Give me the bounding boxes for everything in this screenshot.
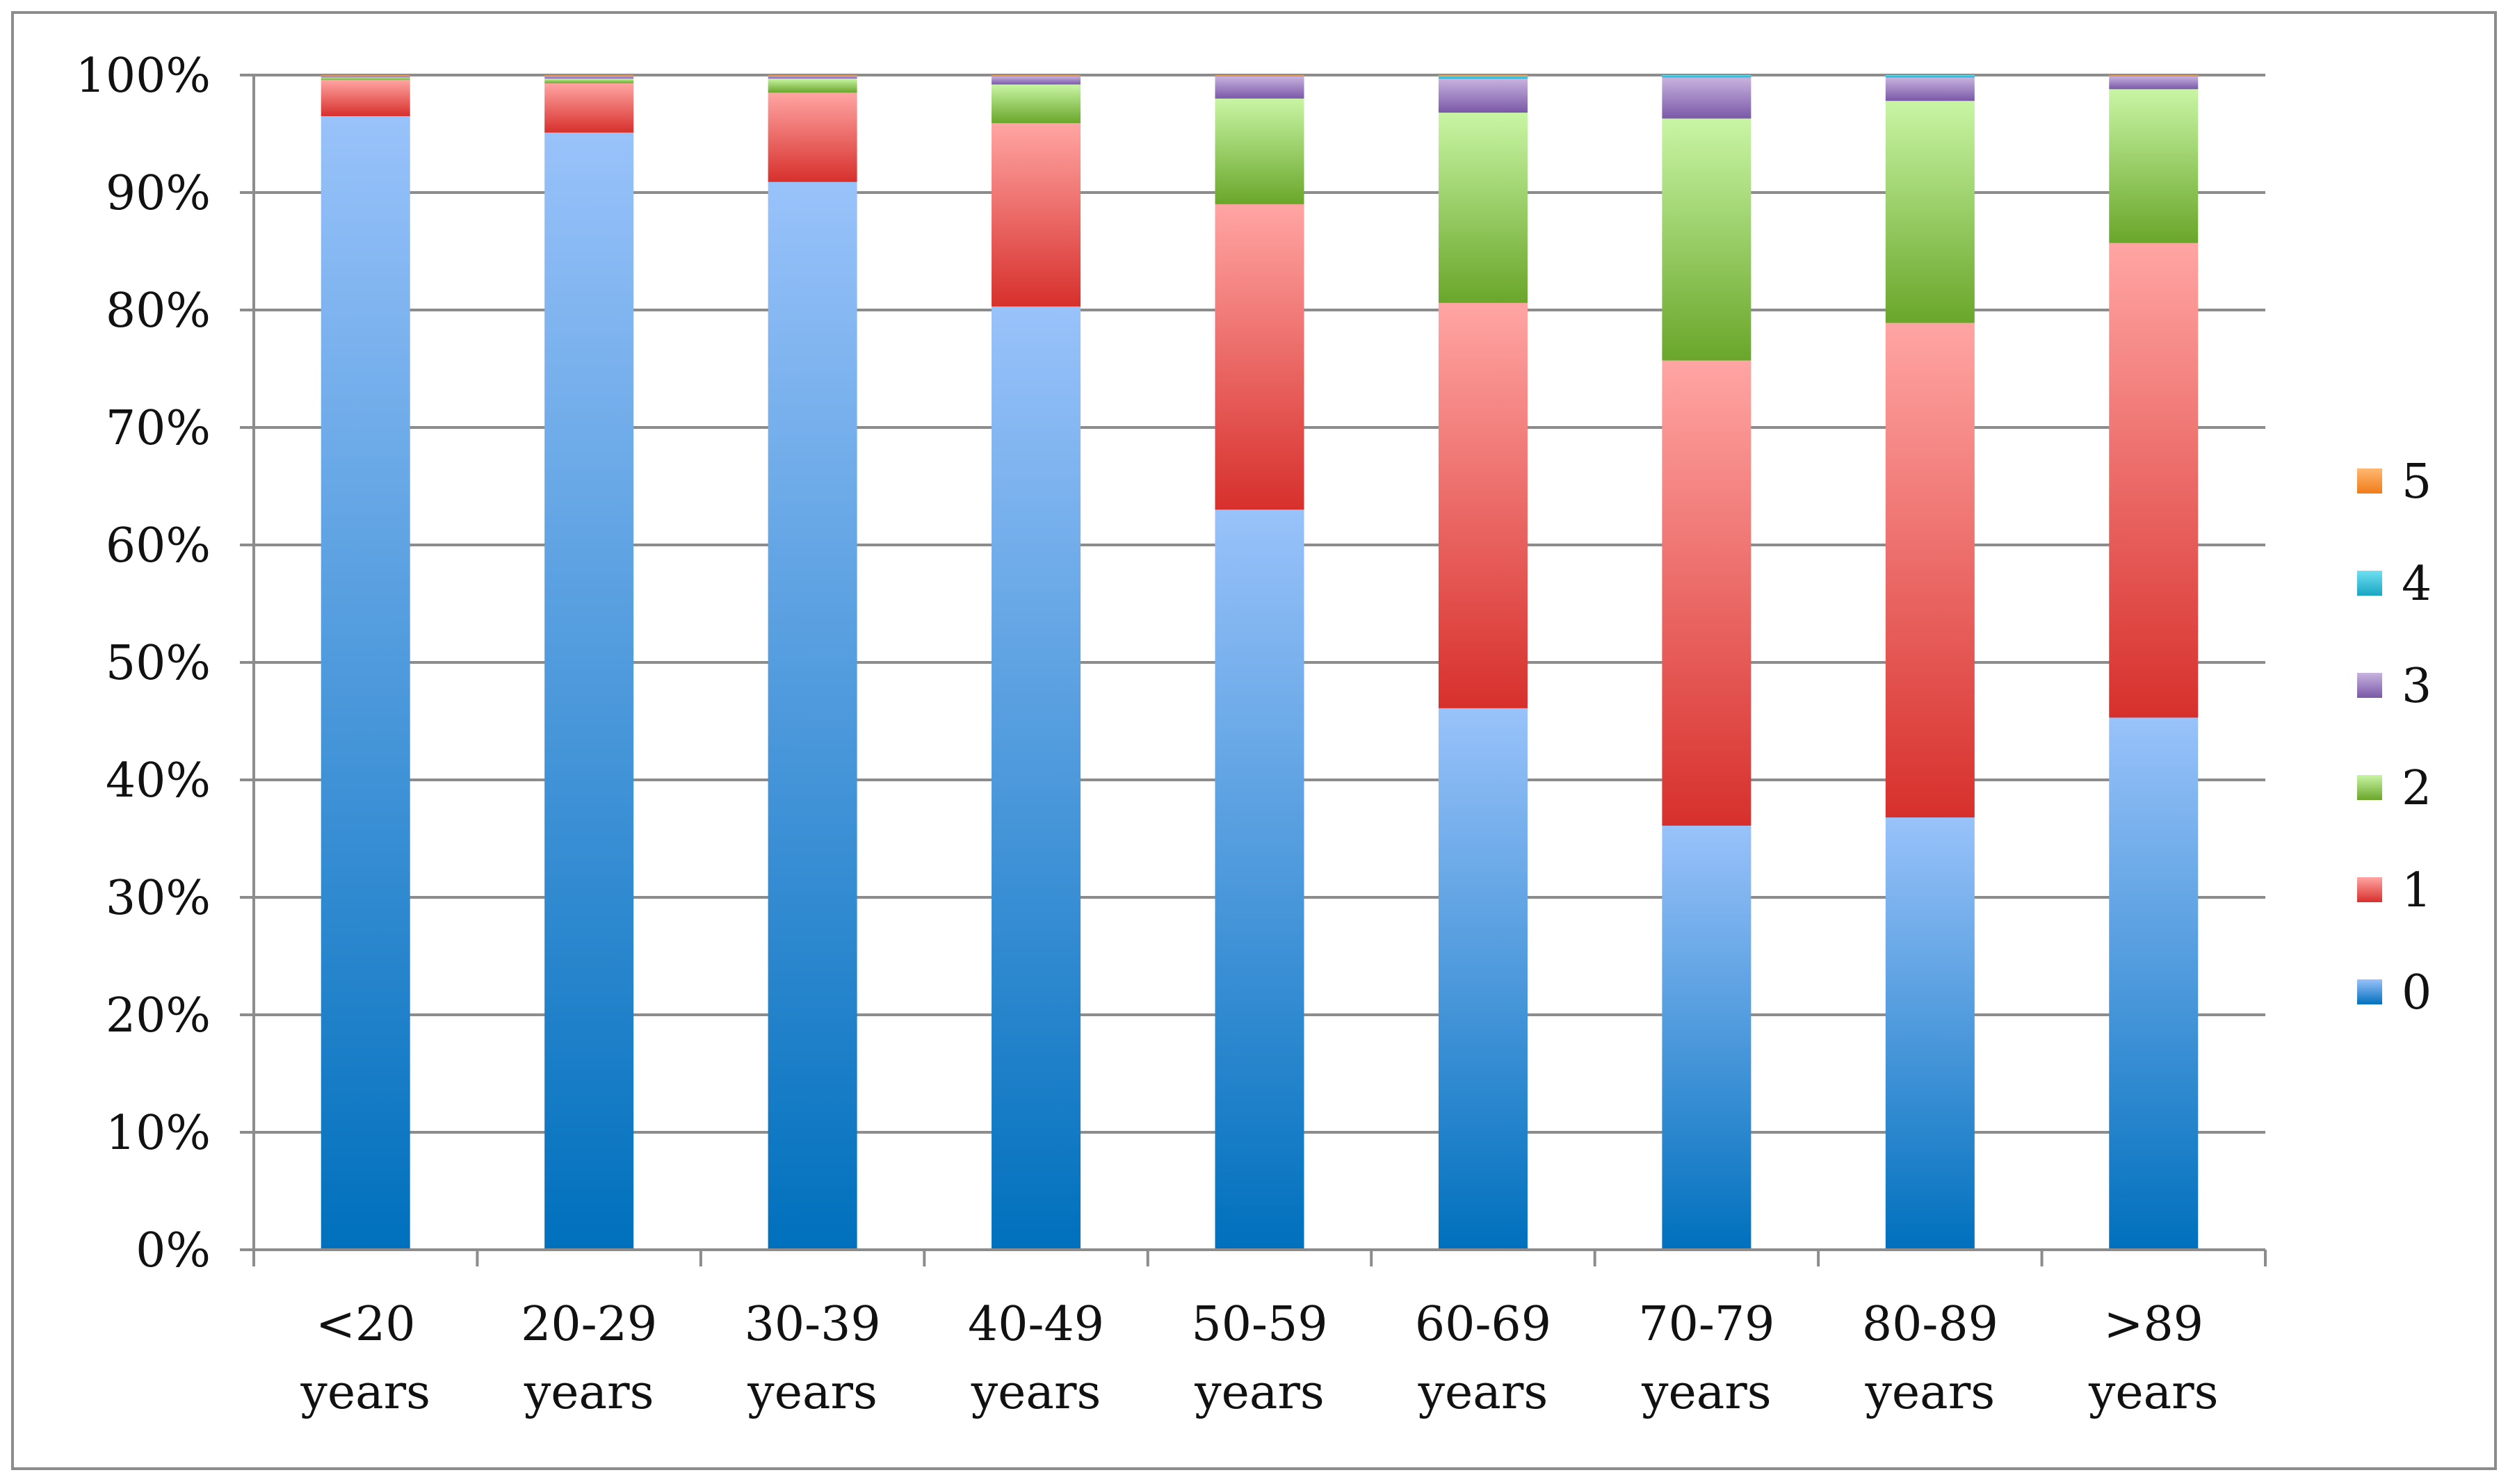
x-tick-label: 50-59 years xyxy=(1191,1297,1327,1420)
x-tick-label: 40-49 years xyxy=(968,1297,1104,1420)
y-tick-label: 0% xyxy=(136,1223,211,1278)
bar-segment-2 xyxy=(992,84,1081,124)
bar-segment-3 xyxy=(1438,79,1528,113)
x-tick-label: >89 years xyxy=(2088,1297,2219,1420)
bar-segment-2 xyxy=(321,77,410,80)
bar-segment-0 xyxy=(321,116,410,1250)
bar-segment-1 xyxy=(1215,204,1304,510)
y-tick-label: 10% xyxy=(106,1106,211,1161)
bar-segment-1 xyxy=(992,123,1081,307)
bar-segment-3 xyxy=(2109,76,2199,90)
bar-segment-2 xyxy=(1885,101,1975,323)
x-tick-label: 70-79 years xyxy=(1638,1297,1774,1420)
legend-label-4: 4 xyxy=(2402,557,2432,612)
bar-segment-1 xyxy=(544,83,634,133)
bar-segment-1 xyxy=(1885,323,1975,818)
bar-segment-2 xyxy=(544,79,634,83)
y-tick-label: 30% xyxy=(106,871,211,926)
bar-segment-1 xyxy=(1662,360,1751,826)
x-tick-label: <20 years xyxy=(300,1297,430,1420)
bar-segment-0 xyxy=(1662,825,1751,1250)
bar-segment-5 xyxy=(2109,75,2199,76)
bar-segment-4 xyxy=(1438,76,1528,79)
legend-label-5: 5 xyxy=(2402,455,2432,509)
y-tick-label: 20% xyxy=(106,988,211,1043)
legend-swatch-3 xyxy=(2357,673,2382,698)
legend-swatch-4 xyxy=(2357,571,2382,596)
bar-segment-5 xyxy=(768,75,857,76)
bar-segment-5 xyxy=(1438,75,1528,76)
y-tick-label: 70% xyxy=(106,401,211,456)
bar-segment-2 xyxy=(768,79,857,93)
bar-segment-0 xyxy=(1438,708,1528,1250)
bar-segment-3 xyxy=(544,76,634,79)
bar-segment-1 xyxy=(1438,302,1528,708)
y-tick-label: 100% xyxy=(76,49,211,104)
bar-segment-3 xyxy=(321,76,410,78)
bars xyxy=(321,75,2199,1250)
y-tick-label: 90% xyxy=(106,166,211,221)
y-tick-label: 60% xyxy=(106,519,211,573)
bar-segment-0 xyxy=(2109,717,2199,1250)
y-tick-label: 50% xyxy=(106,636,211,691)
legend-swatch-2 xyxy=(2357,775,2382,800)
x-tick-label: 20-29 years xyxy=(521,1297,657,1420)
bar-segment-3 xyxy=(1885,77,1975,101)
bar-segment-0 xyxy=(992,306,1081,1250)
bar-segment-3 xyxy=(768,76,857,79)
legend-label-3: 3 xyxy=(2402,659,2432,714)
x-tick-label: 60-69 years xyxy=(1415,1297,1551,1420)
bar-segment-5 xyxy=(544,75,634,76)
bar-segment-3 xyxy=(992,76,1081,85)
bar-segment-5 xyxy=(992,75,1081,76)
legend-label-0: 0 xyxy=(2402,965,2432,1020)
legend-swatch-0 xyxy=(2357,979,2382,1004)
bar-segment-4 xyxy=(1885,75,1975,78)
bar-segment-0 xyxy=(1885,817,1975,1250)
bar-segment-5 xyxy=(1215,75,1304,76)
axes: 0% 10% 20% 30% 40% 50% 60% 70% 80% 90% 100% <20 year… xyxy=(76,49,2267,1420)
legend-label-2: 2 xyxy=(2402,761,2432,816)
bar-segment-0 xyxy=(768,181,857,1250)
y-tick-label: 80% xyxy=(106,284,211,339)
bar-segment-1 xyxy=(768,92,857,182)
bar-segment-4 xyxy=(1662,75,1751,78)
legend-swatch-1 xyxy=(2357,877,2382,902)
bar-segment-2 xyxy=(1438,113,1528,303)
bar-segment-2 xyxy=(2109,89,2199,243)
bar-segment-2 xyxy=(1215,98,1304,204)
bar-segment-3 xyxy=(1662,77,1751,119)
legend-label-1: 1 xyxy=(2402,863,2432,918)
bar-segment-2 xyxy=(1662,118,1751,361)
bar-segment-5 xyxy=(321,75,410,76)
bar-segment-1 xyxy=(321,79,410,117)
legend-swatch-5 xyxy=(2357,468,2382,494)
y-tick-label: 40% xyxy=(106,753,211,808)
bar-segment-1 xyxy=(2109,243,2199,718)
bar-segment-0 xyxy=(544,132,634,1250)
bar-segment-3 xyxy=(1215,76,1304,99)
legend: 5 4 3 2 1 0 xyxy=(2357,455,2432,1020)
x-tick-label: 80-89 years xyxy=(1862,1297,1998,1420)
x-tick-label: 30-39 years xyxy=(745,1297,881,1420)
bar-segment-0 xyxy=(1215,509,1304,1250)
